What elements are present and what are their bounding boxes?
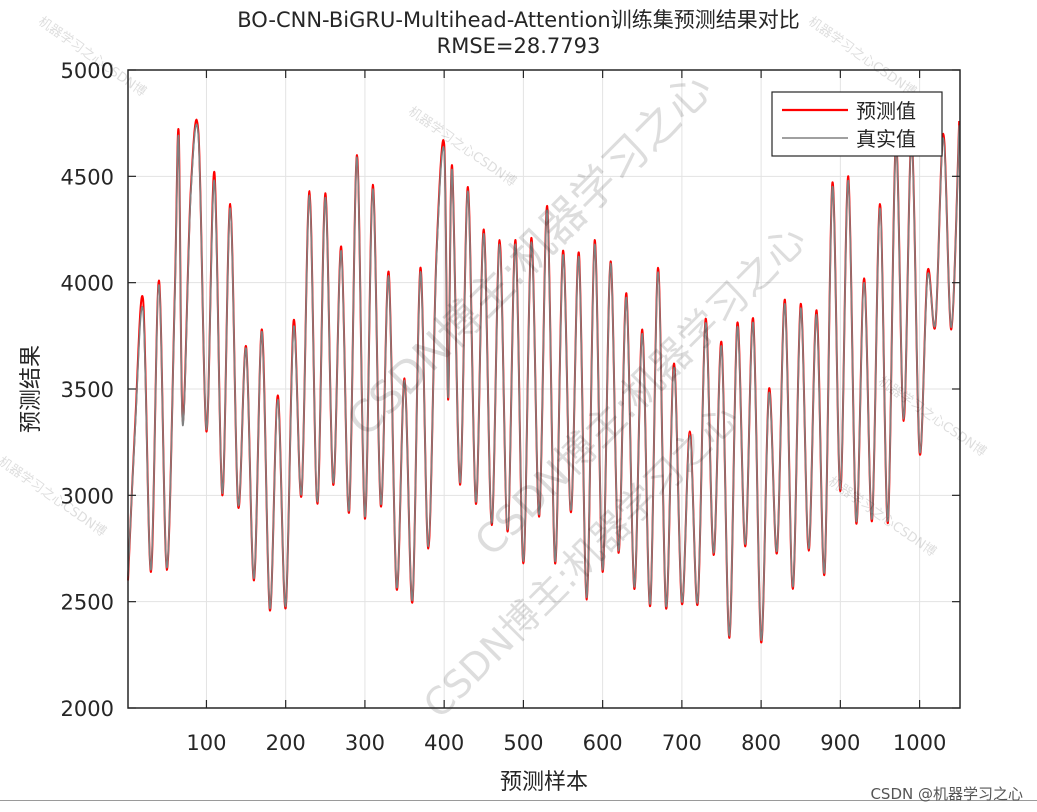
x-tick-label: 600: [583, 731, 623, 755]
legend-label: 预测值: [856, 99, 916, 123]
series-layer: [127, 118, 961, 644]
series-line-actual: [127, 123, 960, 641]
y-tick-label: 4500: [61, 165, 114, 189]
watermark-small: 机器学习之心CSDN博: [805, 13, 919, 100]
x-tick-label: 400: [424, 731, 464, 755]
chart-subtitle: RMSE=28.7793: [436, 34, 601, 58]
y-tick-label: 2500: [61, 591, 114, 615]
x-tick-label: 700: [662, 731, 702, 755]
y-tick-label: 3000: [61, 484, 114, 508]
legend-label: 真实值: [856, 127, 916, 151]
x-tick-label: 200: [266, 731, 306, 755]
x-tick-label: 300: [345, 731, 385, 755]
y-tick-label: 5000: [61, 59, 114, 83]
footer-credit: CSDN @机器学习之心: [870, 785, 1023, 803]
y-tick-label: 2000: [61, 697, 114, 721]
watermark-small: 机器学习之心CSDN博: [405, 103, 519, 190]
chart-title: BO-CNN-BiGRU-Multihead-Attention训练集预测结果对…: [237, 8, 800, 32]
watermark-small: 机器学习之心CSDN博: [875, 373, 989, 460]
x-tick-label: 100: [186, 731, 226, 755]
x-tick-label: 800: [741, 731, 781, 755]
y-tick-label: 4000: [61, 272, 114, 296]
y-axis-label: 预测结果: [19, 345, 44, 433]
watermark-small: 机器学习之心CSDN博: [825, 473, 939, 560]
watermark-small: 机器学习之心CSDN博: [35, 13, 149, 100]
x-tick-label: 500: [503, 731, 543, 755]
legend-box: [771, 91, 943, 157]
x-tick-label: 1000: [893, 731, 946, 755]
y-tick-label: 3500: [61, 378, 114, 402]
x-axis-label: 预测样本: [500, 770, 588, 795]
ticks-layer: 100 200 300 400 500 600 700 800 900 1000 2000 2500 3…: [61, 59, 960, 755]
divider-line: [0, 800, 1037, 801]
x-tick-label: 900: [820, 731, 860, 755]
